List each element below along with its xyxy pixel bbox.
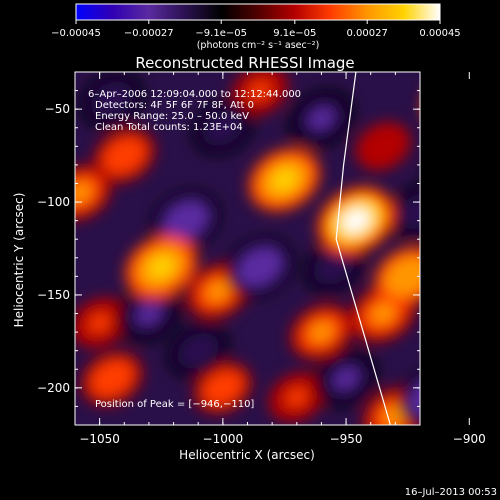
peak-position-label: Position of Peak = [−946,−110] (95, 399, 254, 410)
heatmap-blob-core (206, 281, 230, 302)
annotation-line: Detectors: 4F 5F 6F 7F 8F, Att 0 (95, 100, 254, 111)
heatmap-blob (443, 187, 496, 236)
colorbar-tick-label: 0.00027 (347, 28, 388, 39)
colorbar-tick-label: 9.1e−05 (273, 28, 316, 39)
heatmap-blob-core (416, 382, 448, 412)
heatmap-blob-core (309, 322, 333, 343)
heatmap-blob-core (334, 368, 358, 389)
x-tick-label: −1000 (203, 432, 244, 446)
heatmap-blob-halo (481, 241, 500, 312)
annotation-line: Clean Total counts: 1.23E+04 (95, 122, 243, 133)
footer-timestamp: 16–Jul–2013 00:53 (405, 487, 497, 498)
heatmap-blob-core (147, 255, 175, 279)
heatmap-blob-core (173, 209, 199, 232)
plot-area: 6–Apr–2006 12:09:04.000 to 12:12:44.000D… (75, 57, 500, 425)
heatmap-blob-core (441, 150, 472, 179)
heatmap-blob-core (137, 303, 161, 324)
heatmap-blob-halo (426, 273, 500, 354)
heatmap-blob (455, 335, 500, 384)
heatmap-blob-core (373, 137, 394, 156)
colorbar-tick-label: −0.00027 (124, 28, 174, 39)
colorbar-tick-label: 0.00045 (419, 28, 460, 39)
heatmap-blob-core (455, 198, 483, 224)
x-axis-label: Heliocentric X (arcsec) (179, 448, 315, 462)
colorbar: −0.00045 −0.00027 −9.1e−05 9.1e−05 0.00027 0.… (51, 3, 461, 51)
heatmap-blob-core (453, 299, 485, 328)
axes: −1050 −1000 −950 −900 −50 −100 −150 −200 (37, 71, 486, 446)
heatmap-blob (439, 286, 499, 341)
heatmap-blob (426, 71, 489, 129)
heatmap-blob-core (286, 388, 308, 407)
heatmap-blob-halo (431, 175, 500, 247)
heatmap-blob-core (100, 368, 124, 389)
heatmap-blob-core (370, 303, 396, 325)
chart-title: Reconstructed RHESSI Image (135, 54, 354, 72)
annotation-block: 6–Apr–2006 12:09:04.000 to 12:12:44.000D… (88, 89, 301, 133)
heatmap-blob-core (89, 313, 111, 332)
heatmap-blob-core (309, 108, 334, 129)
heatmap-blob-core (113, 145, 136, 166)
heatmap-blob-core (467, 347, 495, 373)
colorbar-unit-label: (photons cm⁻² s⁻¹ asec⁻²) (197, 40, 320, 51)
x-tick-label: −950 (330, 432, 363, 446)
heatmap-blob-core (341, 208, 371, 234)
heatmap-blob-core (212, 378, 234, 398)
annotation-line: 6–Apr–2006 12:09:04.000 to 12:12:44.000 (88, 89, 301, 100)
colorbar-tick-label: −0.00045 (51, 28, 101, 39)
heatmap-blob-core (249, 81, 271, 100)
y-tick-label: −100 (37, 195, 70, 209)
heatmap-blob-halo (412, 57, 500, 142)
heatmap-blob-core (100, 90, 124, 110)
heatmap-blob-core (440, 84, 473, 115)
heatmap-blob-halo (443, 324, 500, 396)
heatmap-blob (492, 252, 500, 300)
y-axis-label: Heliocentric Y (arcsec) (12, 193, 26, 328)
heatmap-blob-core (211, 118, 234, 138)
heatmap-blob-core (75, 182, 92, 203)
annotation-line: Energy Range: 25.0 – 50.0 keV (95, 111, 249, 122)
heatmap-blob-core (247, 256, 273, 278)
heatmap-blob-core (408, 201, 420, 222)
colorbar-gradient (75, 3, 441, 21)
heatmap-blob-core (187, 341, 210, 361)
heatmap-blob-core (322, 257, 345, 277)
heatmap-blob-halo (415, 125, 499, 204)
heatmap-blob-core (271, 168, 298, 192)
y-tick-label: −50 (45, 102, 70, 116)
colorbar-tick-label: −9.1e−05 (195, 28, 247, 39)
x-tick-label: −900 (453, 432, 486, 446)
y-tick-label: −200 (37, 381, 70, 395)
heatmap-blob (428, 138, 486, 192)
heatmap-field (75, 57, 500, 425)
y-tick-label: −150 (37, 288, 70, 302)
heatmap-blob-core (395, 265, 420, 288)
x-tick-label: −1050 (79, 432, 120, 446)
solar-limb-line (335, 72, 391, 425)
